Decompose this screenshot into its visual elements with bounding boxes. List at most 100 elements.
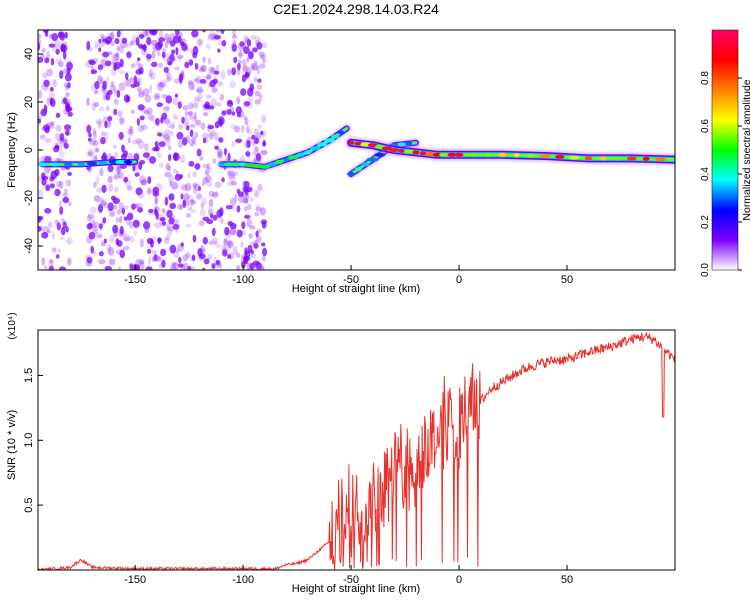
- spectrogram-x-ticks: -150 -100 -50 0 50: [124, 265, 573, 286]
- noise-blob: [193, 183, 201, 191]
- colorbar-tick-label: 0.2: [700, 215, 711, 229]
- noise-blob: [98, 38, 102, 44]
- noise-blob: [67, 82, 71, 89]
- noise-blob: [202, 248, 207, 253]
- noise-blob: [54, 219, 59, 226]
- noise-blob: [65, 59, 72, 69]
- ridge-hotspot: [439, 152, 451, 157]
- noise-blob: [58, 200, 62, 207]
- noise-blob: [153, 92, 160, 99]
- noise-blob: [216, 64, 220, 70]
- noise-blob: [227, 68, 232, 76]
- noise-blob: [180, 193, 184, 200]
- noise-blob: [231, 34, 238, 39]
- noise-blob: [155, 183, 163, 192]
- noise-blob: [128, 214, 134, 220]
- noise-blob: [249, 225, 256, 230]
- noise-blob: [170, 124, 175, 130]
- noise-blob: [119, 30, 123, 35]
- noise-blob: [228, 174, 236, 182]
- noise-blob: [41, 257, 46, 266]
- colorbar-tick-label: 0.0: [700, 263, 711, 277]
- noise-blob: [42, 72, 48, 79]
- noise-blob: [66, 67, 71, 75]
- noise-blob: [38, 176, 42, 183]
- noise-blob: [184, 110, 189, 117]
- noise-blob: [43, 124, 51, 131]
- noise-blob: [133, 220, 139, 225]
- noise-blob: [39, 134, 46, 140]
- noise-blob: [62, 50, 67, 60]
- noise-blob: [201, 197, 207, 206]
- noise-blob: [135, 138, 142, 144]
- noise-blob: [97, 64, 104, 71]
- noise-blob: [249, 241, 256, 248]
- noise-blob: [208, 240, 214, 246]
- noise-blob: [95, 177, 100, 185]
- noise-blob: [147, 107, 153, 116]
- noise-blob: [50, 170, 58, 180]
- noise-blob: [44, 209, 52, 215]
- noise-blob: [107, 246, 115, 256]
- noise-blob: [138, 67, 144, 75]
- noise-blob: [187, 265, 192, 270]
- noise-blob: [187, 80, 194, 85]
- ridge-hotspot: [613, 156, 622, 161]
- noise-blob: [254, 99, 262, 105]
- noise-blob: [187, 206, 192, 211]
- noise-blob: [207, 208, 214, 216]
- noise-blob: [96, 187, 104, 193]
- noise-blob: [253, 239, 258, 247]
- noise-blob: [259, 207, 266, 216]
- noise-blob: [38, 56, 44, 63]
- noise-blob: [200, 202, 204, 210]
- noise-blob: [227, 152, 231, 162]
- noise-blob: [190, 141, 197, 147]
- noise-blob: [190, 208, 196, 214]
- noise-blob: [256, 65, 261, 75]
- noise-blob: [243, 46, 250, 55]
- noise-blob: [92, 226, 98, 235]
- noise-blob: [65, 101, 70, 110]
- noise-blob: [144, 226, 150, 234]
- noise-blob: [136, 203, 143, 209]
- noise-blob: [188, 114, 193, 120]
- noise-blob: [236, 265, 241, 270]
- noise-blob: [191, 84, 195, 91]
- noise-blob: [131, 139, 139, 145]
- noise-blob: [140, 179, 148, 186]
- noise-blob: [160, 248, 167, 257]
- snr-y-ticks: 0.5 1.0 1.5: [23, 368, 43, 513]
- noise-blob: [170, 262, 176, 270]
- noise-blob: [195, 119, 202, 126]
- noise-blob: [154, 141, 159, 147]
- y-tick-label: 1.5: [23, 368, 35, 383]
- noise-blob: [127, 129, 132, 135]
- noise-blob: [203, 104, 210, 109]
- noise-blob: [104, 60, 112, 67]
- x-tick-label: 0: [456, 274, 462, 286]
- noise-blob: [134, 77, 141, 86]
- noise-blob: [62, 192, 68, 198]
- noise-blob: [207, 57, 212, 65]
- noise-blob: [199, 79, 207, 84]
- noise-blob: [230, 204, 235, 210]
- noise-blob: [237, 42, 244, 51]
- noise-blob: [241, 59, 247, 65]
- snr-x-ticks: -150 -100 -50 0 50: [124, 565, 573, 586]
- noise-blob: [99, 223, 103, 230]
- noise-blob: [181, 116, 189, 125]
- noise-blob: [169, 180, 173, 187]
- noise-blob: [88, 231, 96, 240]
- noise-blob: [138, 89, 146, 95]
- noise-blob: [107, 175, 113, 184]
- noise-field: [38, 30, 268, 270]
- noise-blob: [178, 256, 182, 263]
- noise-blob: [240, 124, 245, 134]
- ridge-hotspot: [539, 154, 552, 158]
- x-tick-label: -150: [124, 574, 146, 586]
- noise-blob: [257, 155, 263, 163]
- noise-blob: [118, 131, 124, 140]
- noise-blob: [165, 235, 171, 241]
- ridge-hotspot: [555, 154, 565, 159]
